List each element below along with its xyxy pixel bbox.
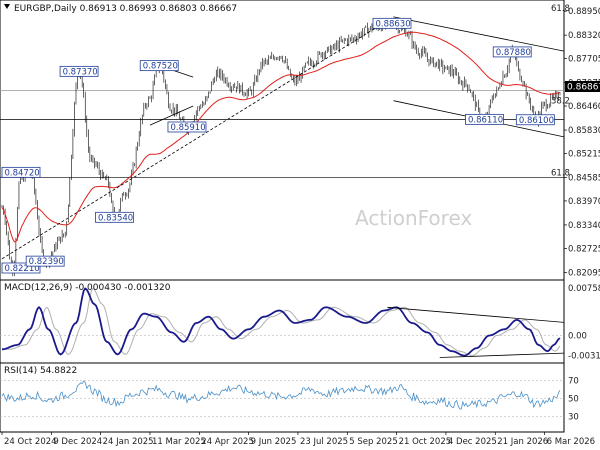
price-annotation-box xyxy=(1,166,41,178)
x-tick-label: 9 Jun 2025 xyxy=(251,437,297,447)
x-tick-label: 24 Jan 2025 xyxy=(103,437,154,447)
chart-title: EURGBP,Daily 0.86913 0.86993 0.86803 0.8… xyxy=(14,4,237,14)
fib-level-label: 61.8 xyxy=(551,168,570,178)
price-panel xyxy=(0,0,565,281)
price-annotation-box xyxy=(167,121,207,133)
price-series: 61.8 38.2 61.8 0.82210 0.84720 0.82390 0.87370… xyxy=(0,4,570,277)
macd-trendline xyxy=(439,352,565,358)
price-tick-label: 0.87705 xyxy=(568,55,600,65)
collapse-arrow-icon[interactable] xyxy=(4,4,10,9)
price-annotation-box xyxy=(25,255,65,267)
price-tick-label: 0.83340 xyxy=(568,221,600,231)
x-tick-label: 9 Dec 2024 xyxy=(53,437,102,447)
trendline xyxy=(149,105,194,126)
fib-level-label: 61.8 xyxy=(551,4,570,14)
axes: 0.889500.883200.877050.870750.864600.858… xyxy=(1,7,600,447)
x-tick-label: 24 Apr 2025 xyxy=(201,437,254,447)
price-tick-label: 0.83970 xyxy=(568,197,600,207)
price-tick-label: 0.88320 xyxy=(568,31,600,41)
fib-level-label: 38.2 xyxy=(551,96,570,106)
price-annotation-box xyxy=(139,60,179,72)
price-tick-label: 0.88950 xyxy=(568,7,600,17)
price-annotation: 0.86110 xyxy=(468,115,503,125)
price-annotation: 0.82390 xyxy=(29,257,64,267)
price-annotation: 0.85910 xyxy=(170,123,205,133)
price-tick-label: 0.84585 xyxy=(568,173,600,183)
macd-trendline xyxy=(387,306,565,323)
macd-line xyxy=(1,287,561,357)
price-annotation-box xyxy=(95,211,134,223)
macd-tick-label: -0.003183 xyxy=(568,352,600,362)
x-tick-label: 11 Mar 2025 xyxy=(152,437,206,447)
price-tick-label: 0.82095 xyxy=(568,268,600,278)
watermark: ActionForex xyxy=(355,206,472,230)
price-annotation: 0.87880 xyxy=(496,48,531,58)
x-tick-label: 5 Sep 2025 xyxy=(349,437,397,447)
price-tick-label: 0.82725 xyxy=(568,244,600,254)
trendline xyxy=(393,16,565,52)
rsi-tick-label: 70 xyxy=(568,377,579,387)
price-annotation: 0.86100 xyxy=(519,116,554,126)
current-price-tag xyxy=(565,81,600,92)
price-annotation: 0.87520 xyxy=(143,62,178,72)
price-annotation-box xyxy=(492,46,532,58)
price-annotation: 0.84720 xyxy=(5,168,40,178)
x-tick-label: 21 Jan 2026 xyxy=(497,437,548,447)
price-annotation: 0.83540 xyxy=(98,213,133,223)
price-tick-label: 0.85215 xyxy=(568,149,600,159)
macd-label: MACD(12,26,9) -0.000430 -0.001320 xyxy=(4,283,171,293)
price-annotation: 0.82210 xyxy=(5,264,40,274)
macd-series xyxy=(0,287,565,358)
rsi-tick-label: 30 xyxy=(568,413,579,423)
moving-average-line xyxy=(1,31,561,243)
x-tick-label: 21 Oct 2025 xyxy=(399,437,452,447)
rsi-label: RSI(14) 54.8822 xyxy=(4,366,77,376)
rsi-line xyxy=(1,380,561,410)
x-tick-label: 6 Mar 2026 xyxy=(547,437,595,447)
trendline xyxy=(1,16,394,260)
price-annotation-box xyxy=(1,262,41,274)
rsi-series xyxy=(0,380,564,417)
x-tick-label: 24 Oct 2024 xyxy=(4,437,57,447)
price-annotation-box xyxy=(465,113,504,125)
price-annotation-box xyxy=(515,114,555,126)
x-tick-label: 4 Dec 2025 xyxy=(448,437,497,447)
price-tick-label: 0.85830 xyxy=(568,126,600,136)
price-annotation: 0.87370 xyxy=(63,67,98,77)
macd-panel xyxy=(0,279,565,364)
current-price-label: 0.86867 xyxy=(567,83,600,93)
macd-tick-label: 0.007581 xyxy=(568,284,600,294)
price-tick-label: 0.86460 xyxy=(568,102,600,112)
rsi-tick-label: 50 xyxy=(568,395,579,405)
price-annotation-box xyxy=(372,17,412,29)
x-tick-label: 23 Jul 2025 xyxy=(300,437,348,447)
price-annotation-box xyxy=(59,65,99,77)
price-annotation: 0.88630 xyxy=(375,19,410,29)
macd-tick-label: 0.00 xyxy=(568,332,587,342)
